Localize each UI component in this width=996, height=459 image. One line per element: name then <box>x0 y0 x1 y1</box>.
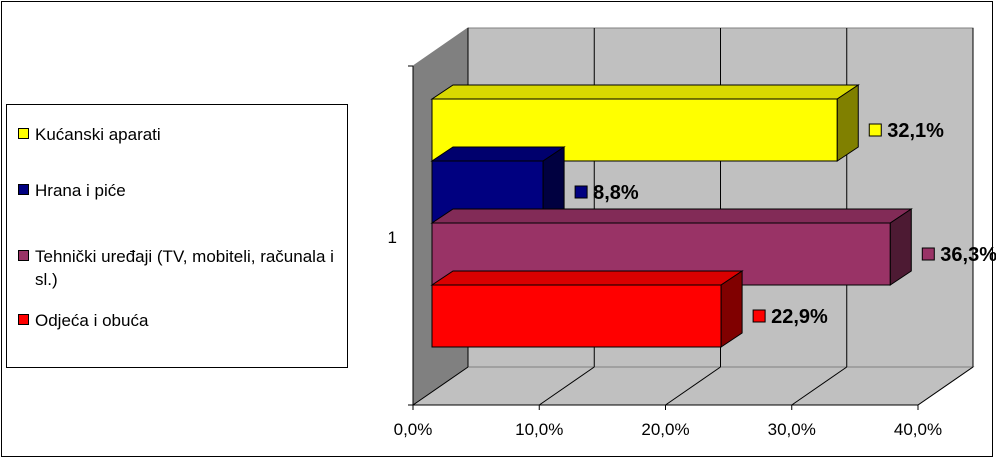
legend-swatch <box>18 314 29 325</box>
gridline <box>791 366 848 406</box>
x-tick-label: 40,0% <box>894 420 942 439</box>
data-label: 36,3% <box>940 244 996 266</box>
legend-item: Odjeća i obuća <box>18 309 149 332</box>
bar-side <box>720 270 743 348</box>
data-label-swatch <box>574 185 588 199</box>
gridline <box>665 366 721 406</box>
bar-top <box>430 208 913 224</box>
legend-swatch <box>18 250 29 261</box>
legend-item: Hrana i piće <box>18 179 126 202</box>
bar-top <box>430 84 860 100</box>
data-label-swatch <box>868 123 882 137</box>
gridline <box>538 366 595 406</box>
gridline <box>917 366 974 406</box>
legend-swatch <box>18 128 29 139</box>
gridline <box>412 366 469 406</box>
legend-label: Kućanski aparati <box>35 125 161 144</box>
legend-item: Kućanski aparati <box>18 123 161 146</box>
x-tick-label: 30,0% <box>768 420 816 439</box>
legend-label: Odjeća i obuća <box>35 311 149 330</box>
x-tick-label: 10,0% <box>515 420 563 439</box>
data-label: 22,9% <box>771 306 828 328</box>
bar-top <box>430 270 744 286</box>
legend-item: Tehnički uređaji (TV, mobiteli, računala… <box>18 245 347 291</box>
x-tick-label: 20,0% <box>641 420 689 439</box>
bar-side <box>889 208 912 286</box>
bar-side <box>836 84 859 162</box>
data-label-swatch <box>752 309 766 323</box>
legend-swatch <box>18 184 29 195</box>
y-tick-label: 1 <box>388 228 397 247</box>
data-label-swatch <box>921 247 935 261</box>
bar <box>431 284 722 348</box>
legend-label: Tehnički uređaji (TV, mobiteli, računala… <box>35 247 334 289</box>
data-label: 32,1% <box>887 120 944 142</box>
data-label: 8,8% <box>593 182 639 204</box>
legend-label: Hrana i piće <box>35 181 126 200</box>
bar-top <box>430 146 566 162</box>
legend: Kućanski aparati Hrana i piće Tehnički u… <box>6 104 348 368</box>
x-tick-label: 0,0% <box>394 420 433 439</box>
